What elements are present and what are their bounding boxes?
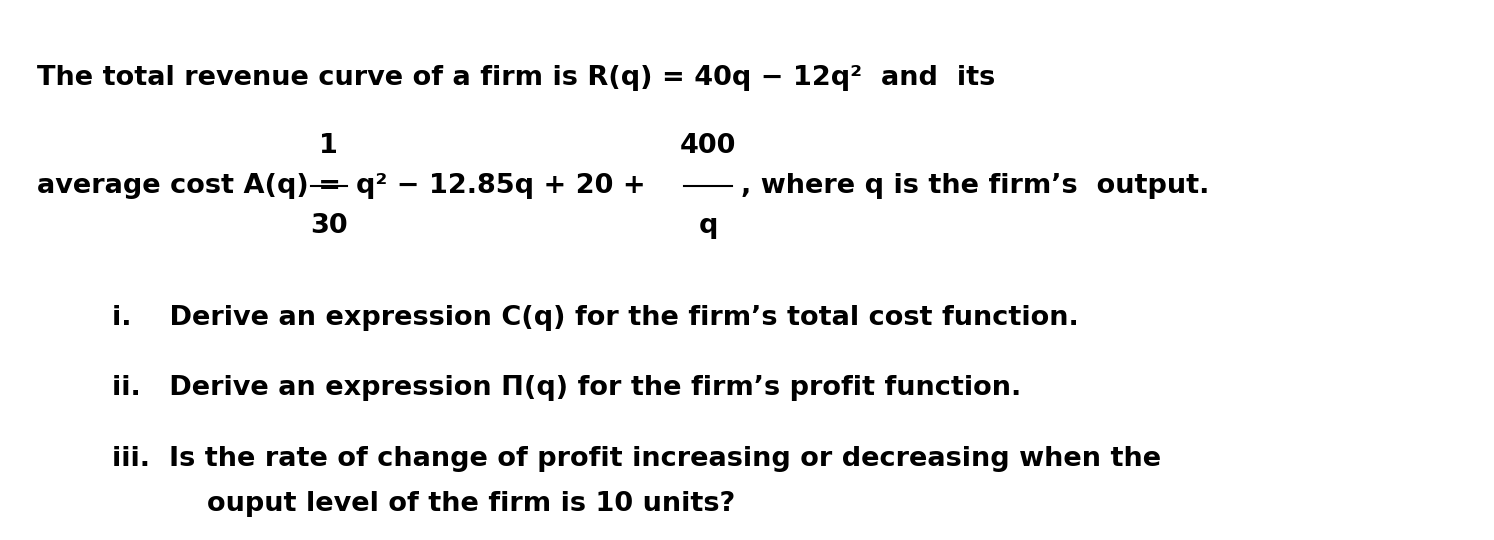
Text: The total revenue curve of a firm is R(q) = 40q − 12q²  and  its: The total revenue curve of a firm is R(q…	[37, 65, 995, 91]
Text: q² − 12.85q + 20 +: q² − 12.85q + 20 +	[356, 173, 654, 199]
Text: ii.   Derive an expression Π(q) for the firm’s profit function.: ii. Derive an expression Π(q) for the fi…	[112, 375, 1022, 401]
Text: 30: 30	[309, 213, 348, 239]
Text: 1: 1	[320, 133, 338, 159]
Text: ouput level of the firm is 10 units?: ouput level of the firm is 10 units?	[112, 491, 735, 517]
Text: i.    Derive an expression C(q) for the firm’s total cost function.: i. Derive an expression C(q) for the fir…	[112, 305, 1079, 331]
Text: iii.  Is the rate of change of profit increasing or decreasing when the: iii. Is the rate of change of profit inc…	[112, 446, 1161, 471]
Text: 400: 400	[680, 133, 737, 159]
Text: average cost A(q) =: average cost A(q) =	[37, 173, 351, 199]
Text: , where q is the firm’s  output.: , where q is the firm’s output.	[741, 173, 1210, 199]
Text: q: q	[699, 213, 717, 239]
